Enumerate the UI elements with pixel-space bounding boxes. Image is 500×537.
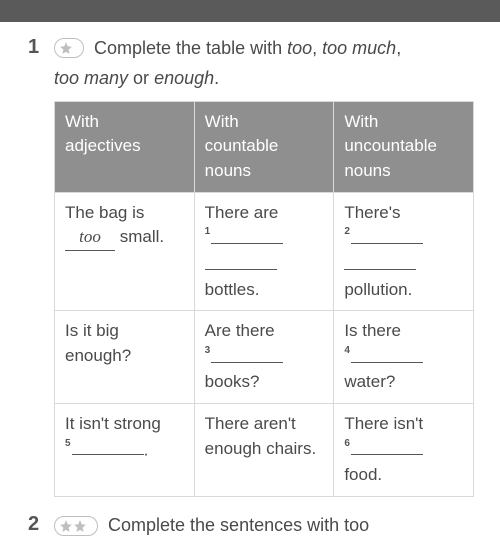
exercise-1-instruction: Complete the table with too, too much, [94, 36, 401, 60]
star-icon [59, 41, 73, 55]
sep: or [128, 68, 154, 88]
cell-text: There isn't [344, 414, 423, 433]
hdr-line: adjectives [65, 136, 141, 155]
blank-3[interactable] [211, 344, 283, 363]
header-countable: With countable nouns [194, 101, 334, 192]
difficulty-badge-1star [54, 38, 84, 58]
cell-text: The bag is [65, 203, 144, 222]
exercise-1-header: 1 Complete the table with too, too much, [28, 36, 472, 60]
cell-text: food. [344, 465, 382, 484]
instr-text: Complete the sentences with too [108, 515, 369, 535]
word-too-many: too many [54, 68, 128, 88]
cell-text: water? [344, 372, 395, 391]
blank-1[interactable] [211, 225, 283, 244]
instr-text: Complete the table with [94, 38, 287, 58]
blank-4[interactable] [351, 344, 423, 363]
table-row: Is it big enough? Are there 3 books? Is … [55, 311, 474, 404]
cell-text: There aren't enough chairs. [205, 414, 317, 458]
exercise-2-partial: 2 Complete the sentences with too [28, 513, 472, 537]
page-content: 1 Complete the table with too, too much,… [0, 22, 500, 537]
word-too: too [287, 38, 312, 58]
cell-r2c3: Is there 4 water? [334, 311, 474, 404]
cell-text: Are there [205, 321, 275, 340]
period: . [214, 68, 219, 88]
blank-6[interactable] [351, 437, 423, 456]
cell-text: It isn't strong [65, 414, 161, 433]
difficulty-badge-2star [54, 516, 98, 536]
cell-r2c1: Is it big enough? [55, 311, 195, 404]
header-adjectives: With adjectives [55, 101, 195, 192]
cell-r3c3: There isn't 6 food. [334, 404, 474, 497]
cell-r3c2: There aren't enough chairs. [194, 404, 334, 497]
cell-text: Is there [344, 321, 401, 340]
hdr-line: With [205, 112, 239, 131]
table-row: The bag is too small. There are 1 bottle… [55, 192, 474, 311]
cell-text: There's [344, 203, 400, 222]
exercise-2-instruction: Complete the sentences with too [108, 513, 369, 537]
hdr-line: countable [205, 136, 279, 155]
cell-text: bottles. [205, 280, 260, 299]
cell-text: small. [115, 227, 164, 246]
header-uncountable: With uncountable nouns [334, 101, 474, 192]
cell-text: books? [205, 372, 260, 391]
word-too-much: too much [322, 38, 396, 58]
word-enough: enough [154, 68, 214, 88]
star-icon [73, 519, 87, 533]
star-icon [59, 519, 73, 533]
exercise-1-instruction-cont: too many or enough. [54, 66, 472, 90]
blank-number: 3 [205, 345, 211, 356]
top-bar [0, 0, 500, 22]
cell-r1c3: There's 2 pollution. [334, 192, 474, 311]
table-row: It isn't strong 5. There aren't enough c… [55, 404, 474, 497]
exercise-number: 2 [28, 513, 44, 536]
blank-number: 5 [65, 438, 71, 449]
exercise-number: 1 [28, 36, 44, 59]
table-header-row: With adjectives With countable nouns Wit… [55, 101, 474, 192]
hdr-line: With [344, 112, 378, 131]
hdr-line: With [65, 112, 99, 131]
hdr-line: nouns [205, 161, 251, 180]
blank-1b[interactable] [205, 251, 277, 270]
blank-number: 2 [344, 226, 350, 237]
blank-number: 6 [344, 438, 350, 449]
blank-2[interactable] [351, 225, 423, 244]
cell-r1c1: The bag is too small. [55, 192, 195, 311]
blank-number: 4 [344, 345, 350, 356]
cell-text: Is it big enough? [65, 321, 131, 365]
blank-2b[interactable] [344, 251, 416, 270]
example-answer: too [65, 225, 115, 251]
cell-r2c2: Are there 3 books? [194, 311, 334, 404]
cell-text: There are [205, 203, 279, 222]
sep: , [396, 38, 401, 58]
blank-5[interactable] [72, 437, 144, 456]
grammar-table: With adjectives With countable nouns Wit… [54, 101, 474, 497]
hdr-line: nouns [344, 161, 390, 180]
sep: , [312, 38, 322, 58]
cell-text: pollution. [344, 280, 412, 299]
hdr-line: uncountable [344, 136, 437, 155]
cell-r3c1: It isn't strong 5. [55, 404, 195, 497]
exercise-1: 1 Complete the table with too, too much,… [28, 36, 472, 497]
cell-r1c2: There are 1 bottles. [194, 192, 334, 311]
cell-text: . [144, 440, 149, 459]
blank-number: 1 [205, 226, 211, 237]
